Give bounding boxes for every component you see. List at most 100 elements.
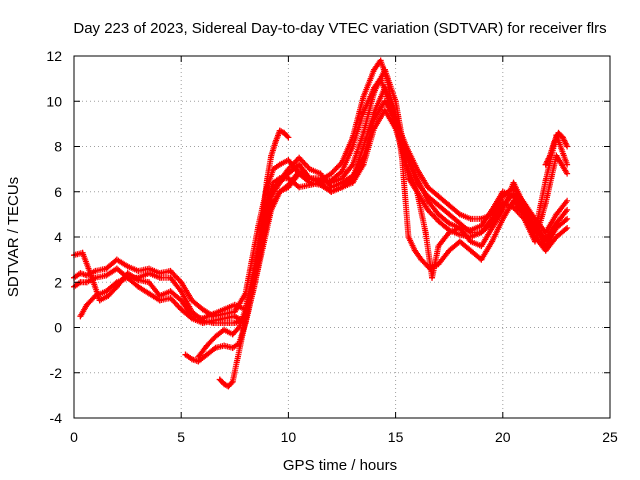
- data-point: [531, 224, 538, 231]
- data-point: [510, 179, 517, 186]
- data-point: [317, 181, 324, 188]
- x-tick-label: 15: [388, 429, 404, 445]
- data-point: [349, 143, 356, 150]
- data-point: [156, 297, 163, 304]
- data-point: [328, 170, 335, 177]
- data-point: [77, 313, 84, 320]
- y-tick-label: 0: [54, 320, 62, 336]
- data-point: [551, 138, 558, 145]
- data-point: [564, 143, 571, 150]
- data-point: [167, 274, 174, 281]
- data-point: [435, 218, 442, 225]
- grid-lines: [74, 56, 610, 418]
- data-point: [542, 243, 549, 250]
- data-point: [435, 243, 442, 250]
- x-tick-label: 25: [602, 429, 618, 445]
- data-point: [221, 315, 228, 322]
- data-point: [553, 224, 560, 231]
- data-point: [360, 109, 367, 116]
- x-tick-label: 0: [70, 429, 78, 445]
- y-tick-label: -2: [50, 365, 63, 381]
- data-point: [478, 256, 485, 263]
- data-point: [146, 279, 153, 286]
- x-tick-label: 5: [177, 429, 185, 445]
- data-point: [328, 188, 335, 195]
- data-point: [210, 317, 217, 324]
- series-track-e: [182, 84, 571, 365]
- series-markers: [216, 127, 570, 390]
- data-point: [521, 202, 528, 209]
- data-point: [435, 211, 442, 218]
- data-point: [424, 193, 431, 200]
- data-point: [221, 342, 228, 349]
- y-tick-label: 4: [54, 229, 62, 245]
- series-markers: [71, 75, 570, 326]
- data-point: [510, 197, 517, 204]
- data-point: [231, 301, 238, 308]
- data-point: [414, 188, 421, 195]
- data-point: [418, 256, 425, 263]
- data-point: [339, 168, 345, 175]
- data-point: [371, 109, 378, 116]
- axis-ticks: 0 5 10 15 20 25 -4 -2 0 2 4 6 8 10 12: [46, 48, 618, 445]
- data-point: [281, 129, 288, 136]
- data-point: [146, 270, 153, 277]
- data-point: [446, 211, 453, 218]
- data-point: [276, 127, 283, 134]
- data-point: [296, 161, 303, 168]
- data-point: [542, 200, 549, 207]
- data-point: [96, 297, 103, 304]
- data-point: [446, 247, 453, 254]
- series-track-g: [216, 127, 571, 390]
- data-point: [328, 179, 335, 186]
- data-point: [221, 381, 228, 388]
- data-point: [555, 129, 562, 136]
- data-point: [478, 215, 485, 222]
- data-points: [71, 57, 571, 390]
- data-point: [231, 313, 238, 320]
- series-markers: [71, 98, 569, 322]
- data-point: [381, 98, 388, 105]
- data-point: [229, 331, 236, 338]
- data-point: [103, 265, 110, 272]
- data-point: [259, 215, 266, 222]
- data-point: [263, 177, 270, 184]
- chart-title: Day 223 of 2023, Sidereal Day-to-day VTE…: [73, 20, 606, 37]
- data-point: [381, 66, 388, 73]
- data-point: [489, 211, 496, 218]
- data-point: [79, 249, 86, 256]
- data-point: [435, 202, 442, 209]
- data-point: [212, 344, 219, 351]
- data-point: [392, 98, 399, 105]
- data-point: [296, 170, 303, 177]
- data-point: [105, 292, 112, 299]
- data-point: [199, 306, 206, 313]
- data-point: [221, 306, 228, 313]
- data-point: [272, 138, 279, 145]
- data-point: [124, 274, 131, 281]
- data-point: [499, 193, 506, 200]
- data-point: [188, 297, 195, 304]
- data-point: [467, 247, 474, 254]
- data-point: [77, 270, 84, 277]
- data-point: [546, 152, 553, 159]
- data-point: [178, 279, 185, 286]
- data-point: [276, 188, 283, 195]
- data-point: [167, 267, 174, 274]
- data-point: [188, 315, 195, 322]
- data-point: [92, 292, 99, 299]
- x-tick-label: 10: [281, 429, 297, 445]
- data-point: [306, 175, 313, 182]
- data-point: [135, 283, 142, 290]
- data-point: [199, 319, 206, 326]
- data-point: [178, 306, 185, 313]
- data-point: [360, 93, 367, 100]
- data-point: [113, 279, 120, 286]
- data-point: [456, 211, 463, 218]
- x-axis-title: GPS time / hours: [283, 457, 397, 474]
- data-point: [276, 179, 283, 186]
- data-point: [478, 243, 485, 250]
- data-point: [135, 267, 142, 274]
- data-point: [456, 224, 463, 231]
